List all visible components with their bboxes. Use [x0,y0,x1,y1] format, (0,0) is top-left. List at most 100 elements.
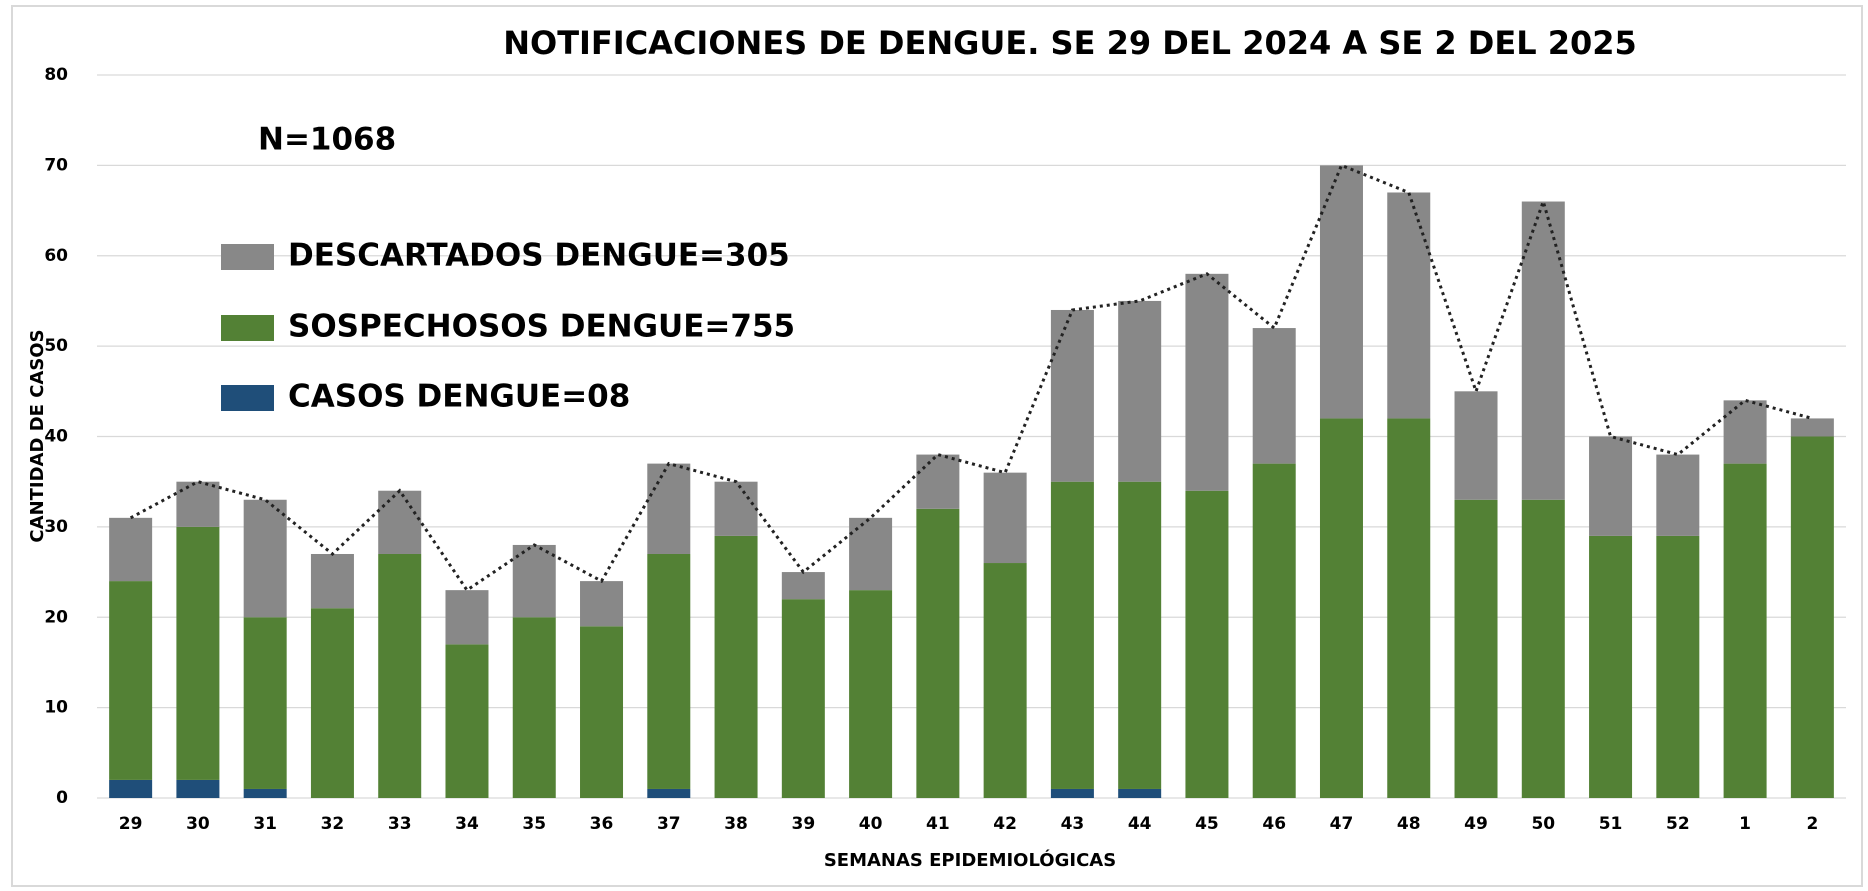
chart-title: NOTIFICACIONES DE DENGUE. SE 29 DEL 2024… [503,24,1637,62]
legend-swatch [221,385,274,411]
bar-segment [1050,788,1094,798]
x-tick-label: 46 [1262,814,1286,834]
bar-segment [512,544,556,618]
x-tick-label: 39 [791,814,815,834]
x-tick-label: 38 [724,814,748,834]
bar-segment [176,481,220,527]
x-tick-label: 43 [1061,814,1085,834]
bar-segment [176,526,220,780]
bar-segment [781,572,825,600]
bar-segment [1118,481,1162,789]
bar-segment [580,581,624,627]
x-tick-label: 34 [455,814,479,834]
bar-segment [1252,463,1296,798]
y-tick-label: 50 [44,336,68,356]
bar-segment [1118,788,1162,798]
y-tick-label: 0 [56,788,68,808]
x-tick-label: 30 [186,814,210,834]
x-tick-label: 42 [993,814,1017,834]
y-tick-label: 80 [44,65,68,85]
legend-swatch [221,244,274,270]
x-tick-label: 52 [1666,814,1690,834]
bar-segment [1387,192,1431,419]
bar-segment [1319,165,1363,419]
x-tick-label: 29 [119,814,143,834]
bar-segment [109,517,153,582]
bar-segment [1589,436,1633,536]
bar-segment [378,553,422,798]
x-tick-label: 51 [1599,814,1623,834]
x-tick-label: 1 [1739,814,1751,834]
x-tick-label: 32 [321,814,345,834]
bar-segment [916,508,960,798]
bar-segment [781,599,825,798]
bar-segment [1050,309,1094,482]
bar-segment [1387,418,1431,798]
bar-segment [1790,418,1834,437]
bar-segment [1656,535,1700,798]
bar-segment [1521,499,1565,798]
bar-segment [1723,463,1767,798]
x-tick-label: 37 [657,814,681,834]
y-tick-label: 40 [44,427,68,447]
legend-label: DESCARTADOS DENGUE=305 [288,238,790,274]
legend-label: CASOS DENGUE=08 [288,379,630,415]
bar-segment [1656,454,1700,536]
bar-segment [983,563,1027,798]
legend-swatch [221,315,274,341]
bar-segment [1050,481,1094,789]
bar-segment [647,788,691,798]
y-tick-label: 70 [44,155,68,175]
bar-segment [1723,400,1767,464]
bar-segment [983,472,1027,564]
bar-segment [1185,490,1229,798]
x-tick-label: 31 [253,814,277,834]
chart-frame [11,5,1863,887]
bar-segment [243,788,287,798]
x-tick-label: 33 [388,814,412,834]
bar-segment [849,590,893,798]
bar-segment [1521,201,1565,500]
bar-segment [1790,436,1834,798]
bar-segment [445,644,489,798]
bar-segment [1185,273,1229,491]
x-tick-label: 44 [1128,814,1152,834]
bar-segment [1319,418,1363,798]
x-tick-label: 35 [522,814,546,834]
bar-segment [1454,499,1498,798]
bar-segment [378,490,422,554]
x-axis-label: SEMANAS EPIDEMIOLÓGICAS [824,849,1116,871]
bar-segment [647,553,691,789]
bar-segment [109,581,153,780]
total-line [129,163,1813,593]
x-tick-label: 50 [1531,814,1555,834]
bar-segment [512,617,556,798]
x-tick-label: 45 [1195,814,1219,834]
bar-segment [310,553,354,609]
y-axis-label: CANTIDAD DE CASOS [27,329,48,542]
y-tick-label: 60 [44,246,68,266]
bar-segment [714,535,758,798]
x-tick-label: 49 [1464,814,1488,834]
bar-segment [580,626,624,798]
x-tick-label: 41 [926,814,950,834]
x-tick-label: 48 [1397,814,1421,834]
x-tick-label: 2 [1806,814,1818,834]
y-tick-label: 20 [44,607,68,627]
bar-segment [1118,300,1162,482]
bar-segment [647,463,691,554]
bar-segment [445,590,489,645]
bar-segment [1252,328,1296,464]
x-tick-label: 40 [859,814,883,834]
bar-segment [109,779,153,798]
bar-segment [1589,535,1633,798]
bar-segment [243,617,287,789]
annotation: N=1068 [258,122,396,158]
bar-segment [176,779,220,798]
x-tick-label: 36 [590,814,614,834]
legend-label: SOSPECHOSOS DENGUE=755 [288,309,795,345]
y-tick-label: 30 [44,517,68,537]
y-tick-label: 10 [44,698,68,718]
bar-segment [310,608,354,798]
